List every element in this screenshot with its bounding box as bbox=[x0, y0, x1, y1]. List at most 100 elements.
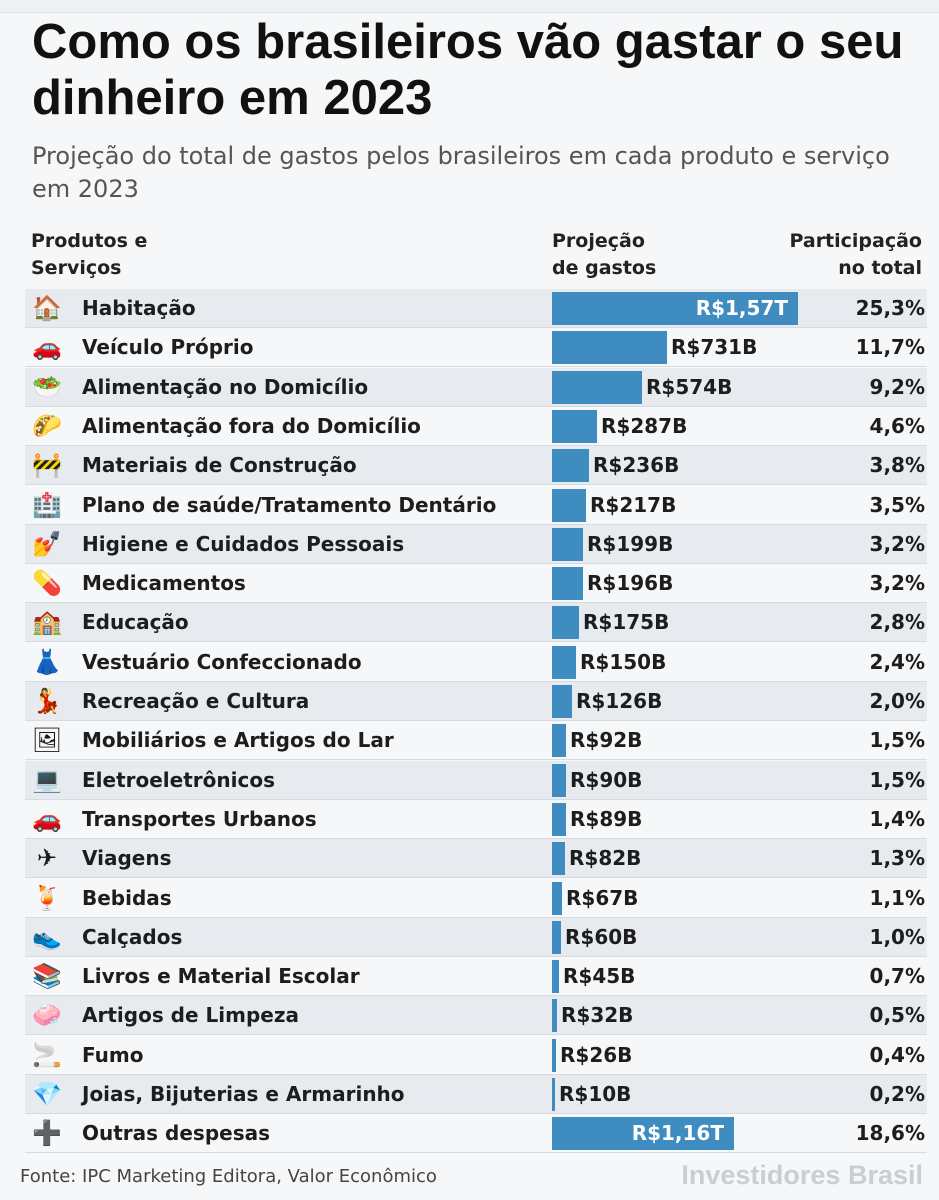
header-products-line1: Produtos e bbox=[31, 230, 148, 252]
table-row: 💎 Joias, Bijuterias e Armarinho R$10B 0,2% bbox=[25, 1075, 927, 1114]
share-label: 2,8% bbox=[869, 610, 925, 635]
share-label: 9,2% bbox=[869, 374, 925, 399]
table-row: 🖼 Mobiliários e Artigos do Lar R$92B 1,5% bbox=[25, 721, 927, 761]
value-label: R$67B bbox=[566, 885, 639, 910]
row-divider bbox=[25, 327, 927, 328]
header-projection-line2: de gastos bbox=[552, 257, 657, 279]
category-label: Medicamentos bbox=[82, 571, 246, 596]
row-divider bbox=[25, 405, 927, 407]
bar bbox=[552, 802, 566, 836]
value-label: R$90B bbox=[570, 767, 643, 792]
bar bbox=[552, 409, 597, 443]
row-divider bbox=[25, 995, 927, 997]
category-label: Outras despesas bbox=[82, 1121, 270, 1146]
table-row: 📚 Livros e Material Escolar R$45B 0,7% bbox=[25, 957, 927, 997]
table-row: 🏥 Plano de saúde/Tratamento Dentário R$217… bbox=[25, 486, 927, 525]
row-divider bbox=[25, 562, 927, 564]
row-divider bbox=[25, 1034, 927, 1036]
bar bbox=[552, 842, 565, 876]
share-label: 0,7% bbox=[869, 964, 925, 989]
source-note: Fonte: IPC Marketing Editora, Valor Econ… bbox=[20, 1166, 437, 1187]
value-label: R$217B bbox=[590, 492, 677, 517]
value-label: R$10B bbox=[559, 1082, 632, 1106]
house-icon: 🏠 bbox=[32, 294, 62, 322]
pill-icon: 💊 bbox=[32, 569, 62, 598]
category-label: Livros e Material Escolar bbox=[82, 964, 360, 989]
share-label: 18,6% bbox=[855, 1121, 925, 1146]
bar bbox=[552, 1038, 556, 1072]
table-row: 💃 Recreação e Cultura R$126B 2,0% bbox=[25, 682, 927, 721]
header-projection: Projeção de gastos bbox=[552, 228, 656, 282]
nail-polish-icon: 💅 bbox=[32, 529, 62, 558]
row-divider bbox=[25, 602, 927, 604]
category-label: Eletroeletrônicos bbox=[82, 767, 275, 792]
share-label: 25,3% bbox=[855, 296, 925, 320]
row-divider bbox=[25, 1073, 927, 1075]
page-title: Como os brasileiros vão gastar o seu din… bbox=[32, 15, 904, 125]
share-label: 3,2% bbox=[869, 571, 925, 596]
row-divider bbox=[25, 798, 927, 800]
table-row: 💊 Medicamentos R$196B 3,2% bbox=[25, 564, 927, 604]
share-label: 3,8% bbox=[869, 453, 925, 478]
share-label: 1,1% bbox=[869, 885, 925, 910]
category-label: Alimentação fora do Domicílio bbox=[82, 413, 421, 438]
category-label: Materiais de Construção bbox=[82, 453, 357, 478]
value-label: R$287B bbox=[601, 413, 688, 438]
bar bbox=[552, 292, 798, 325]
category-label: Educação bbox=[82, 610, 189, 635]
tropical-drink-icon: 🍹 bbox=[32, 883, 62, 912]
table-row: 🏫 Educação R$175B 2,8% bbox=[25, 603, 927, 643]
table-row: 💻 Eletroeletrônicos R$90B 1,5% bbox=[25, 760, 927, 800]
value-label: R$175B bbox=[583, 610, 670, 635]
bar bbox=[552, 1117, 734, 1151]
share-label: 0,4% bbox=[869, 1042, 925, 1067]
row-divider bbox=[25, 955, 927, 957]
category-label: Veículo Próprio bbox=[82, 335, 254, 360]
share-label: 3,2% bbox=[869, 531, 925, 556]
category-label: Alimentação no Domicílio bbox=[82, 374, 369, 399]
share-label: 3,5% bbox=[869, 492, 925, 517]
row-divider bbox=[25, 444, 927, 446]
value-label: R$92B bbox=[570, 728, 643, 753]
value-label: R$89B bbox=[570, 806, 643, 831]
row-divider bbox=[25, 1152, 927, 1154]
category-label: Calçados bbox=[82, 924, 183, 949]
category-label: Higiene e Cuidados Pessoais bbox=[82, 531, 405, 556]
value-label: R$150B bbox=[580, 649, 667, 674]
taco-icon: 🌮 bbox=[32, 411, 62, 440]
share-label: 1,5% bbox=[869, 767, 925, 792]
table-row: 🚗 Transportes Urbanos R$89B 1,4% bbox=[25, 800, 927, 839]
bar bbox=[552, 881, 562, 915]
category-label: Fumo bbox=[82, 1042, 144, 1067]
header-share-line1: Participação bbox=[789, 230, 922, 252]
category-label: Joias, Bijuterias e Armarinho bbox=[82, 1082, 405, 1106]
table-row: 🚗 Veículo Próprio R$731B 11,7% bbox=[25, 328, 927, 368]
row-divider bbox=[25, 523, 927, 525]
dancer-icon: 💃 bbox=[32, 687, 62, 715]
category-label: Plano de saúde/Tratamento Dentário bbox=[82, 492, 497, 517]
value-label: R$126B bbox=[576, 689, 663, 713]
laptop-icon: 💻 bbox=[32, 765, 62, 794]
bar bbox=[552, 960, 559, 994]
share-label: 1,3% bbox=[869, 846, 925, 871]
category-label: Habitação bbox=[82, 296, 196, 320]
share-label: 0,5% bbox=[869, 1003, 925, 1028]
table-row: 🌮 Alimentação fora do Domicílio R$287B 4,6% bbox=[25, 407, 927, 446]
row-divider bbox=[25, 641, 927, 643]
bar bbox=[552, 449, 589, 483]
share-label: 4,6% bbox=[869, 413, 925, 438]
share-label: 2,4% bbox=[869, 649, 925, 674]
header-share: Participação no total bbox=[760, 228, 922, 282]
value-label: R$196B bbox=[587, 571, 674, 596]
category-label: Artigos de Limpeza bbox=[82, 1003, 299, 1028]
row-divider bbox=[25, 484, 927, 486]
bar bbox=[552, 685, 572, 718]
share-label: 1,0% bbox=[869, 924, 925, 949]
category-label: Transportes Urbanos bbox=[82, 806, 317, 831]
header-products-line2: Serviços bbox=[31, 257, 122, 279]
bar bbox=[552, 920, 561, 954]
car-icon: 🚗 bbox=[32, 333, 62, 362]
soap-icon: 🧼 bbox=[32, 1001, 62, 1030]
bar bbox=[552, 527, 583, 561]
share-label: 11,7% bbox=[855, 335, 925, 360]
